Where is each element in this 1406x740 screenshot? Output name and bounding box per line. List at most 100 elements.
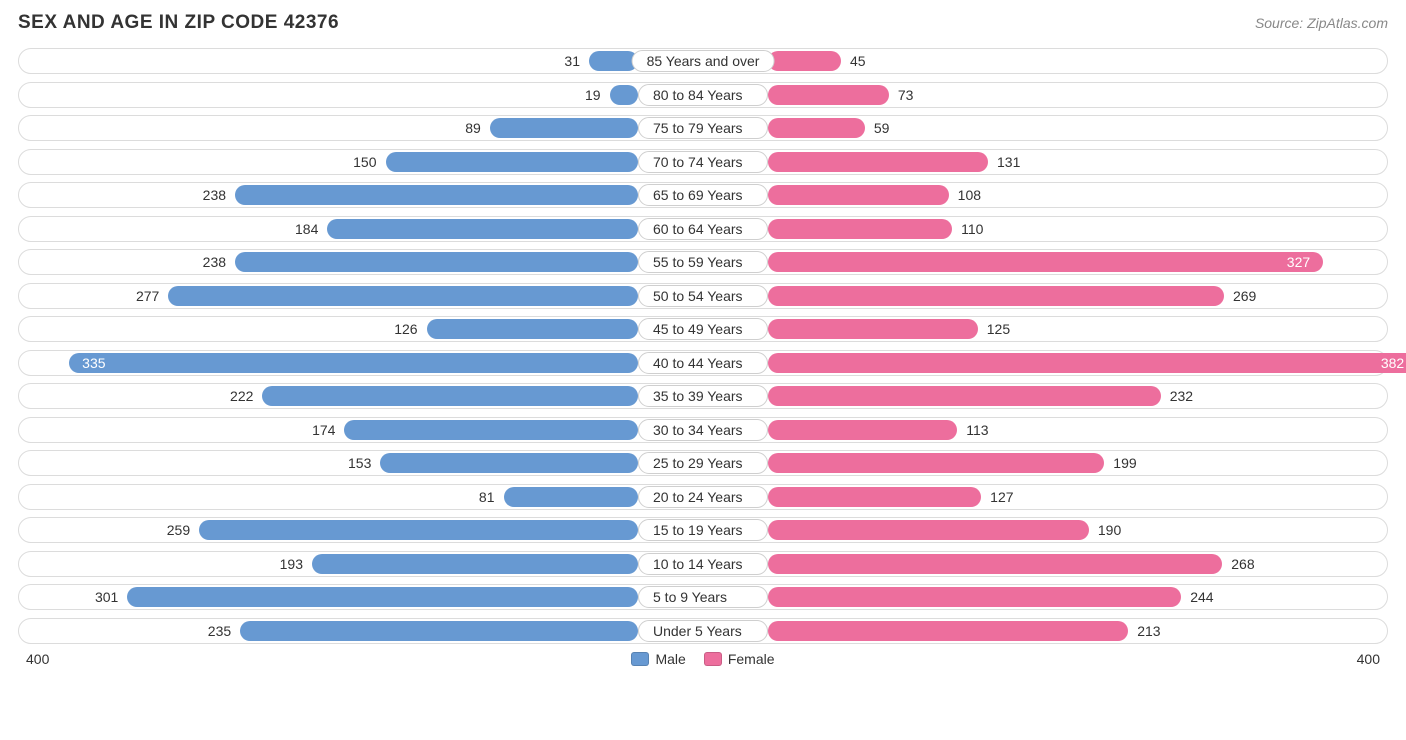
male-bar [199, 520, 638, 540]
male-bar [490, 118, 638, 138]
male-value: 126 [394, 321, 417, 337]
male-bar [240, 621, 638, 641]
male-value: 238 [203, 254, 226, 270]
pyramid-row: 75 to 79 Years8959 [18, 115, 1388, 141]
pyramid-row: 15 to 19 Years259190 [18, 517, 1388, 543]
male-bar [235, 185, 638, 205]
female-bar [768, 51, 841, 71]
male-bar [344, 420, 638, 440]
age-group-label: 65 to 69 Years [638, 184, 768, 206]
female-value: 110 [961, 221, 983, 237]
pyramid-row: 80 to 84 Years 19 73 [18, 82, 1388, 108]
age-group-label: 80 to 84 Years [638, 84, 768, 106]
pyramid-row: 70 to 74 Years 150 131 [18, 149, 1388, 175]
male-value: 277 [136, 288, 159, 304]
male-bar [312, 554, 638, 574]
pyramid-row: 60 to 64 Years184110 [18, 216, 1388, 242]
legend-swatch-female [704, 652, 722, 666]
male-value: 193 [280, 556, 303, 572]
age-group-label: 25 to 29 Years [638, 452, 768, 474]
age-group-label: 75 to 79 Years [638, 117, 768, 139]
age-group-label: 10 to 14 Years [638, 553, 768, 575]
male-value: 259 [167, 522, 190, 538]
pyramid-row: 50 to 54 Years 277 269 [18, 283, 1388, 309]
age-group-label: 55 to 59 Years [638, 251, 768, 273]
chart-legend: Male Female [631, 651, 774, 667]
female-value: 73 [898, 87, 914, 103]
female-bar [768, 554, 1222, 574]
female-bar [768, 185, 949, 205]
male-bar [610, 85, 638, 105]
age-group-label: 60 to 64 Years [638, 218, 768, 240]
female-value: 269 [1233, 288, 1256, 304]
male-value: 31 [564, 53, 580, 69]
male-bar [262, 386, 638, 406]
male-bar [386, 152, 639, 172]
female-value: 125 [987, 321, 1010, 337]
female-value: 131 [997, 154, 1020, 170]
chart-footer: 400 Male Female 400 [18, 651, 1388, 667]
female-value: 232 [1170, 388, 1193, 404]
male-bar [504, 487, 639, 507]
age-group-label: 5 to 9 Years [638, 586, 768, 608]
female-bar [768, 353, 1406, 373]
male-value: 335 [82, 355, 105, 371]
female-bar [768, 252, 1323, 272]
male-value: 301 [95, 589, 118, 605]
female-bar [768, 319, 978, 339]
male-bar [427, 319, 638, 339]
male-value: 19 [585, 87, 601, 103]
pyramid-row: 40 to 44 Years335382 [18, 350, 1388, 376]
female-value: 113 [966, 422, 988, 438]
female-bar [768, 118, 865, 138]
age-group-label: 85 Years and over [632, 50, 775, 72]
male-value: 153 [348, 455, 371, 471]
age-group-label: 50 to 54 Years [638, 285, 768, 307]
male-value: 89 [465, 120, 481, 136]
female-value: 382 [1381, 355, 1404, 371]
age-group-label: Under 5 Years [638, 620, 768, 642]
female-bar [768, 85, 889, 105]
male-bar [327, 219, 638, 239]
female-value: 268 [1231, 556, 1254, 572]
male-value: 235 [208, 623, 231, 639]
male-bar [127, 587, 638, 607]
pyramid-row: 5 to 9 Years 301 244 [18, 584, 1388, 610]
age-group-label: 40 to 44 Years [638, 352, 768, 374]
age-group-label: 70 to 74 Years [638, 151, 768, 173]
pyramid-row: 10 to 14 Years 193 268 [18, 551, 1388, 577]
female-bar [768, 453, 1104, 473]
female-bar [768, 587, 1181, 607]
age-group-label: 30 to 34 Years [638, 419, 768, 441]
pyramid-row: 85 Years and over 31 45 [18, 48, 1388, 74]
legend-label-female: Female [728, 651, 775, 667]
pyramid-row: 35 to 39 Years222232 [18, 383, 1388, 409]
pyramid-row: Under 5 Years235213 [18, 618, 1388, 644]
female-value: 244 [1190, 589, 1213, 605]
female-bar [768, 621, 1128, 641]
chart-header: SEX AND AGE IN ZIP CODE 42376 Source: Zi… [18, 12, 1388, 34]
male-bar [69, 353, 638, 373]
female-bar [768, 420, 957, 440]
age-group-label: 45 to 49 Years [638, 318, 768, 340]
female-value: 45 [850, 53, 866, 69]
male-value: 222 [230, 388, 253, 404]
pyramid-row: 65 to 69 Years 238 108 [18, 182, 1388, 208]
legend-label-male: Male [655, 651, 685, 667]
female-bar [768, 487, 981, 507]
legend-item-male: Male [631, 651, 685, 667]
female-value: 108 [958, 187, 981, 203]
male-value: 81 [479, 489, 495, 505]
male-value: 174 [312, 422, 335, 438]
legend-item-female: Female [704, 651, 775, 667]
female-value: 127 [990, 489, 1013, 505]
age-group-label: 20 to 24 Years [638, 486, 768, 508]
female-value: 327 [1287, 254, 1310, 270]
female-bar [768, 219, 952, 239]
pyramid-row: 55 to 59 Years 238 327 [18, 249, 1388, 275]
male-value: 150 [353, 154, 376, 170]
female-bar [768, 520, 1089, 540]
female-value: 190 [1098, 522, 1121, 538]
male-value: 238 [203, 187, 226, 203]
chart-title: SEX AND AGE IN ZIP CODE 42376 [18, 12, 339, 34]
